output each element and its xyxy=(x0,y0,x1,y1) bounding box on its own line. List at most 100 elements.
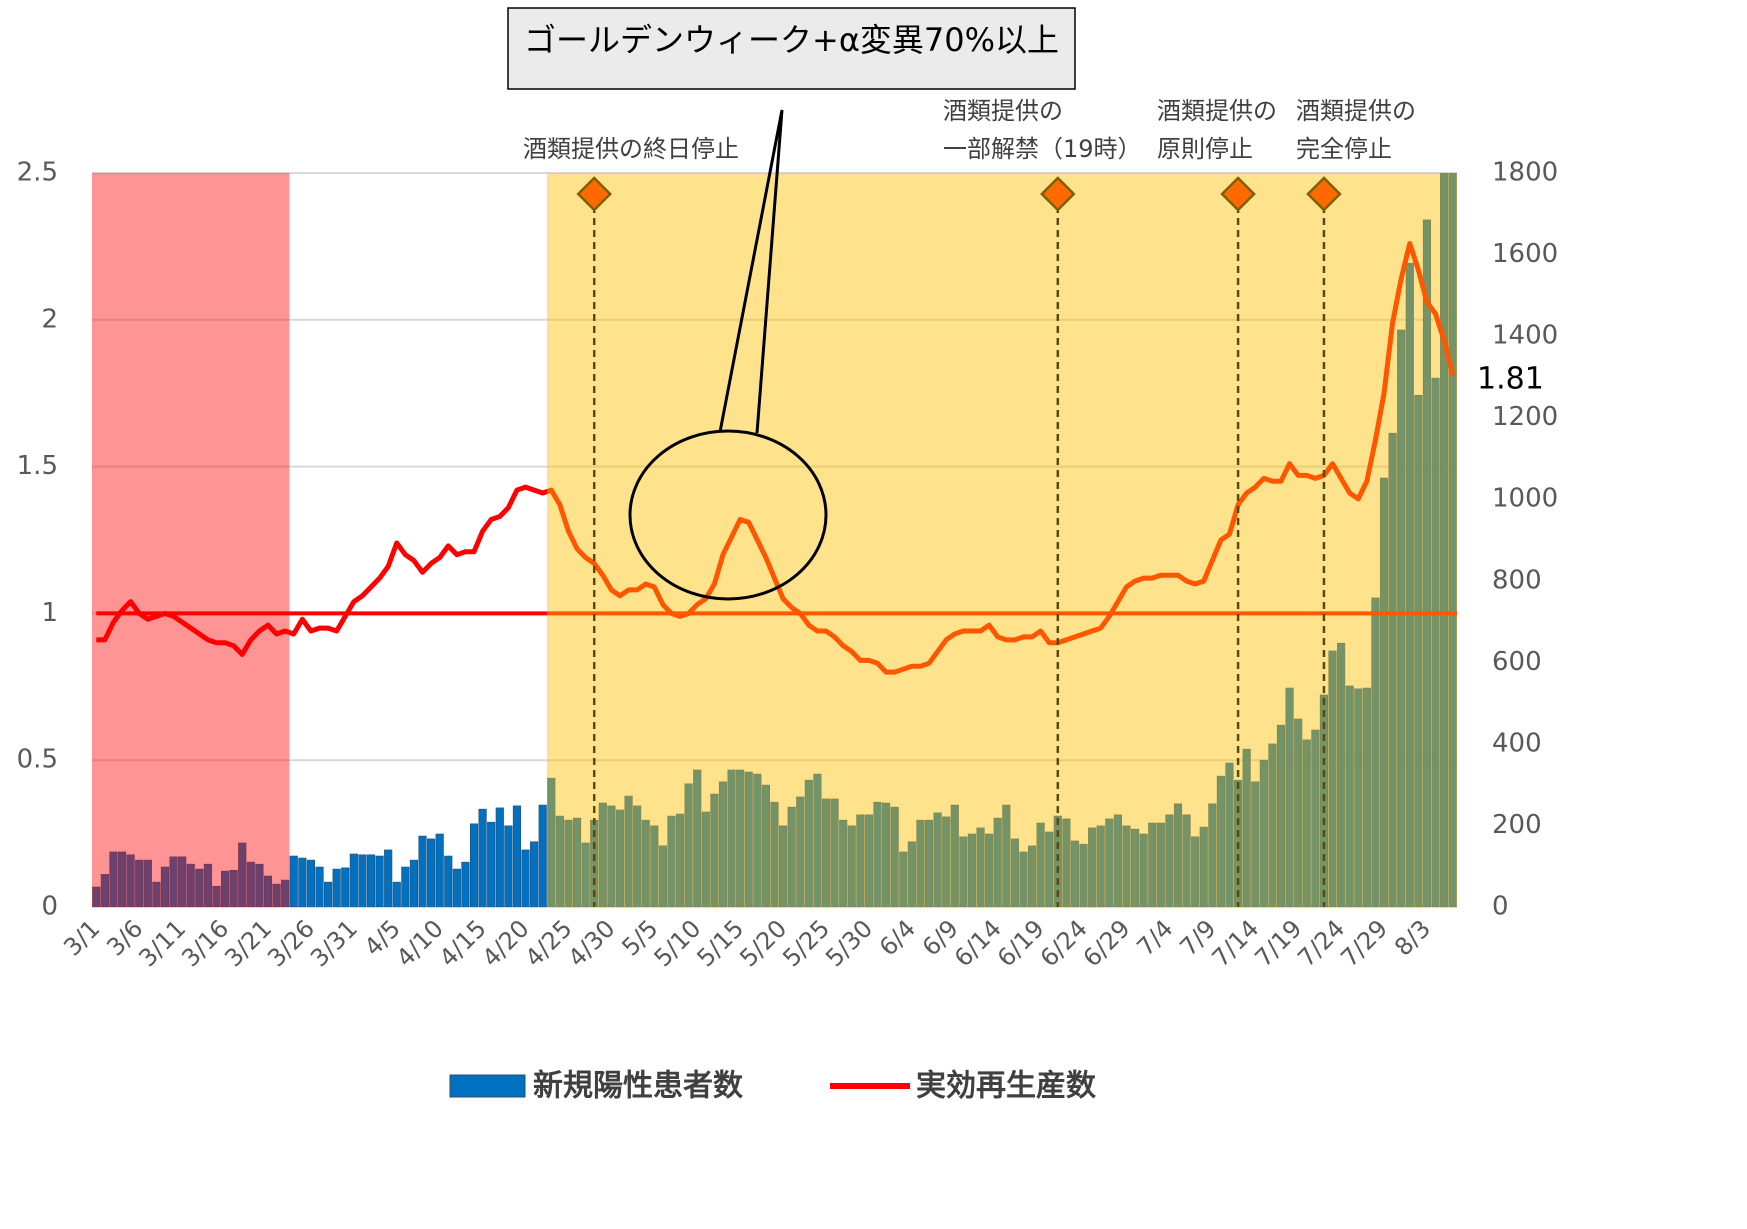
bar xyxy=(272,883,281,907)
bar xyxy=(530,841,539,907)
x-tick-label: 7/14 xyxy=(1207,914,1265,972)
bar xyxy=(152,881,161,907)
bar xyxy=(607,805,616,907)
bar xyxy=(1070,840,1080,907)
bar xyxy=(1440,173,1449,907)
bar xyxy=(1337,642,1346,907)
bar xyxy=(212,885,221,907)
x-tick-label: 3/16 xyxy=(176,914,234,972)
bar xyxy=(1062,818,1071,907)
bar xyxy=(1285,687,1294,907)
bar xyxy=(1088,827,1097,907)
bar xyxy=(1173,803,1183,907)
x-tick-label: 3/26 xyxy=(262,914,320,972)
y2-tick-label: 800 xyxy=(1492,565,1542,595)
bar xyxy=(813,773,822,907)
bar xyxy=(1019,851,1028,907)
bar xyxy=(916,819,925,907)
bar xyxy=(375,855,384,907)
x-tick-label: 4/30 xyxy=(563,914,621,972)
bar xyxy=(324,881,333,907)
bar xyxy=(1122,825,1131,907)
x-tick-label: 4/25 xyxy=(520,914,578,972)
bar xyxy=(186,863,195,907)
event-diamond xyxy=(1220,176,1256,212)
period-red xyxy=(92,173,290,907)
bar xyxy=(315,866,324,907)
y-tick-label: 2 xyxy=(41,304,58,334)
bar xyxy=(873,801,882,907)
bar xyxy=(255,863,264,907)
bar xyxy=(1156,822,1165,907)
bar xyxy=(1191,836,1200,907)
bar xyxy=(736,769,745,907)
bar xyxy=(864,814,874,907)
bar xyxy=(289,855,298,907)
x-tick-label: 7/29 xyxy=(1335,914,1393,972)
period-yellow xyxy=(547,173,1457,907)
bar xyxy=(890,806,899,907)
bar xyxy=(959,836,968,907)
x-tick-label: 6/14 xyxy=(949,914,1007,972)
bar xyxy=(1259,759,1268,907)
bar xyxy=(1139,833,1148,907)
x-tick-label: 7/19 xyxy=(1249,914,1307,972)
bar xyxy=(650,825,659,907)
bar xyxy=(1422,219,1432,907)
x-tick-label: 5/25 xyxy=(777,914,835,972)
bar xyxy=(469,823,479,907)
event-label: 完全停止 xyxy=(1296,135,1392,163)
bar xyxy=(1379,477,1389,907)
x-tick-label: 5/20 xyxy=(734,914,792,972)
callout-tail xyxy=(718,109,784,434)
bar xyxy=(1371,597,1380,907)
bar xyxy=(1199,826,1208,907)
bar xyxy=(263,875,273,907)
bar xyxy=(358,854,367,907)
bar xyxy=(427,838,436,907)
bar xyxy=(160,866,170,907)
bar xyxy=(555,815,564,907)
bar xyxy=(1096,825,1105,907)
bar xyxy=(461,861,470,907)
x-tick-label: 7/4 xyxy=(1131,914,1178,961)
bar xyxy=(967,833,977,907)
bar xyxy=(976,827,985,907)
bar xyxy=(615,809,625,907)
bar xyxy=(1345,685,1354,907)
bar xyxy=(487,821,496,907)
x-tick-label: 4/15 xyxy=(434,914,492,972)
bar xyxy=(1448,173,1457,907)
event-label: 酒類提供の xyxy=(943,97,1063,125)
y2-tick-label: 200 xyxy=(1492,810,1542,840)
bar xyxy=(985,833,994,907)
x-tick-label: 3/31 xyxy=(305,914,363,972)
bar xyxy=(298,857,307,907)
line xyxy=(96,240,1456,675)
bar xyxy=(504,825,513,907)
y-tick-label: 0 xyxy=(41,892,58,922)
x-tick-label: 3/1 xyxy=(58,914,105,961)
y2-tick-label: 1600 xyxy=(1492,239,1558,269)
x-tick-label: 3/21 xyxy=(219,914,277,972)
bar xyxy=(804,779,813,907)
bar xyxy=(547,777,556,907)
bar xyxy=(1431,377,1440,907)
bar xyxy=(521,849,530,907)
bar xyxy=(718,781,728,907)
bar xyxy=(1251,781,1260,907)
x-tick-label: 5/30 xyxy=(820,914,878,972)
bar xyxy=(796,796,805,907)
bar xyxy=(1105,818,1114,907)
bar xyxy=(401,866,410,907)
bar xyxy=(1414,394,1423,907)
bar xyxy=(1010,838,1019,907)
y2-tick-label: 0 xyxy=(1492,892,1509,922)
bar xyxy=(203,863,212,907)
bar xyxy=(942,816,951,907)
bar xyxy=(178,856,187,907)
bar xyxy=(779,825,788,907)
y-tick-label: 1 xyxy=(41,598,58,628)
bar xyxy=(281,879,290,907)
